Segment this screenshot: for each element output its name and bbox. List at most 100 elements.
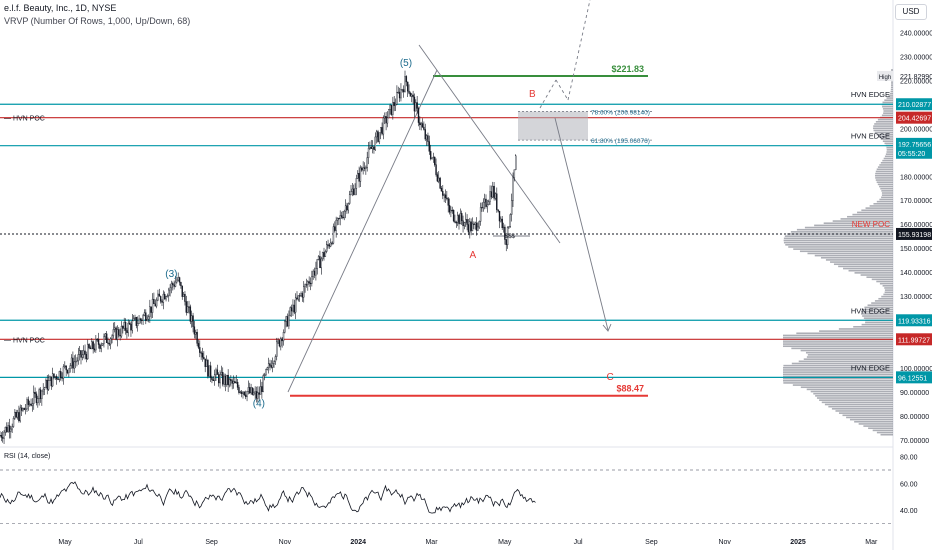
volume-bar (806, 356, 893, 358)
volume-bar (876, 181, 893, 184)
x-tick-label: Nov (279, 539, 292, 546)
candle-body (95, 339, 97, 351)
candle-body (81, 354, 84, 358)
candle-body (419, 122, 421, 126)
candle-body (224, 375, 227, 385)
candle-body (274, 356, 277, 362)
candle-body (126, 330, 128, 333)
price-tick-label: 150.00000 (900, 246, 932, 253)
candle-body (22, 408, 24, 411)
volume-bar (783, 336, 893, 339)
volume-bar (881, 194, 893, 196)
candle-body (367, 147, 370, 158)
candle-body (243, 391, 246, 396)
volume-bar (861, 209, 893, 212)
candle-body (234, 381, 236, 384)
volume-bar (784, 235, 893, 237)
candle-body (123, 322, 125, 329)
candle-body (10, 428, 12, 432)
high-tag-value: 221.82990 (900, 74, 932, 81)
price-tag (896, 314, 932, 327)
volume-bar (793, 248, 893, 250)
candle-body (371, 146, 374, 149)
candle-body (434, 156, 436, 165)
candle-body (204, 358, 206, 367)
candle-body (321, 252, 324, 260)
candle-body (294, 297, 297, 313)
rsi-tick-label: 40.00 (900, 508, 918, 515)
volume-bar (848, 269, 893, 272)
candle-body (12, 418, 15, 427)
wave-label: C (607, 372, 614, 383)
volume-bar (798, 360, 893, 363)
candle-body (427, 135, 429, 142)
volume-profile (783, 69, 893, 436)
candle-body (300, 293, 302, 296)
candle-body (0, 435, 1, 437)
candle-body (439, 177, 441, 189)
candle-body (284, 321, 286, 333)
volume-bar (876, 168, 893, 171)
candle-body (45, 379, 47, 388)
candle-body (242, 391, 244, 394)
candle-body (6, 426, 8, 432)
candle-body (56, 376, 58, 380)
candle-body (267, 363, 270, 368)
volume-bar (883, 293, 893, 296)
candle-body (150, 306, 152, 313)
candle-body (226, 374, 228, 385)
volume-bar (888, 95, 893, 97)
candle-body (211, 377, 213, 380)
candle-body (280, 338, 282, 347)
volume-bar (884, 142, 893, 145)
candle-body (313, 270, 316, 276)
candle-body (378, 132, 381, 142)
candle-body (134, 317, 136, 319)
volume-bar (800, 386, 893, 389)
volume-bar (884, 99, 893, 102)
volume-bar (882, 108, 893, 110)
wave-label: (5) (400, 58, 412, 69)
candle-body (447, 198, 449, 206)
candle-body (8, 425, 11, 432)
candle-body (145, 312, 147, 321)
candle-body (73, 361, 75, 369)
candle-body (201, 352, 204, 358)
volume-bar (876, 431, 893, 434)
currency-button[interactable]: USD (895, 4, 927, 20)
target-level-label: $221.83 (611, 64, 644, 74)
volume-bar (874, 174, 893, 177)
candle-body (270, 365, 273, 368)
fib-label: 78.60% (206.98140) (591, 110, 650, 117)
candle-body (216, 369, 219, 375)
projection-path (567, 0, 591, 101)
candle-body (339, 215, 341, 219)
candle-body (375, 131, 378, 138)
candle-body (397, 91, 399, 94)
candle-body (185, 301, 188, 313)
volume-bar (788, 246, 893, 248)
candle-body (65, 365, 67, 371)
candle-body (72, 357, 74, 369)
candle-body (501, 218, 503, 229)
candle-body (259, 386, 262, 395)
volume-bar (881, 190, 893, 192)
wave-label: (4) (253, 398, 265, 409)
price-tick-label: 170.00000 (900, 198, 932, 205)
volume-bar (783, 373, 893, 376)
candle-body (158, 293, 161, 297)
volume-bar (878, 136, 893, 138)
candle-body (417, 108, 420, 123)
candle-body (118, 329, 120, 336)
candle-body (471, 223, 474, 231)
volume-bar (882, 101, 893, 104)
volume-bar (783, 364, 893, 367)
candle-body (176, 279, 178, 283)
candle-body (273, 361, 275, 364)
candle-body (169, 287, 171, 291)
candle-body (162, 293, 165, 303)
volume-bar (799, 250, 893, 253)
candle-body (297, 295, 300, 300)
candle-body (155, 299, 158, 307)
